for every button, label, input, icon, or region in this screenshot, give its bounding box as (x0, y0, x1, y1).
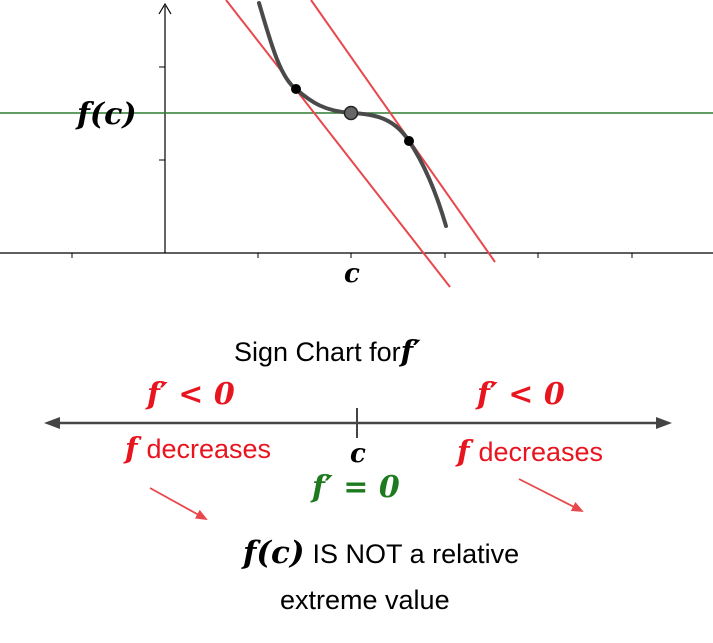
conclusion-line-1: f(c) IS NOT a relative (241, 535, 519, 571)
c-axis-label: c (344, 259, 360, 289)
point-left (291, 84, 301, 94)
conclusion-text-1: IS NOT a relative (313, 539, 520, 569)
tangent-line-left (225, 0, 451, 288)
sign-chart-title: Sign Chart forf′ (234, 334, 421, 368)
left-behavior: f decreases (123, 431, 271, 465)
point-c (343, 105, 359, 121)
y-axis-arrow-icon (158, 2, 172, 15)
left-decreasing-arrow-icon (149, 487, 208, 520)
number-line-left-arrow-icon (44, 417, 60, 429)
right-sign-label: f′ < 0 (475, 377, 565, 412)
conclusion-math: f(c) (241, 535, 305, 571)
center-derivative-value: f′ = 0 (310, 470, 400, 505)
fc-axis-label: f(c) (75, 97, 137, 132)
left-behavior-f: f (123, 431, 142, 465)
sign-chart-title-text: Sign Chart for (234, 337, 401, 367)
right-behavior: f decreases (455, 434, 603, 468)
left-behavior-desc: decreases (146, 434, 271, 464)
point-right (404, 136, 414, 146)
right-behavior-desc: decreases (478, 437, 603, 467)
sign-chart: Sign Chart forf′ f′ < 0 f′ < 0 c f decrea… (44, 334, 672, 615)
number-line-c-label: c (350, 439, 366, 469)
right-behavior-f: f (455, 434, 474, 468)
sign-chart-title-math: f′ (399, 334, 421, 368)
right-decreasing-arrow-icon (518, 478, 584, 512)
graph: f(c) c (0, 0, 713, 289)
conclusion-line-2: extreme value (280, 585, 450, 615)
number-line-right-arrow-icon (656, 417, 672, 429)
left-sign-label: f′ < 0 (145, 377, 235, 412)
